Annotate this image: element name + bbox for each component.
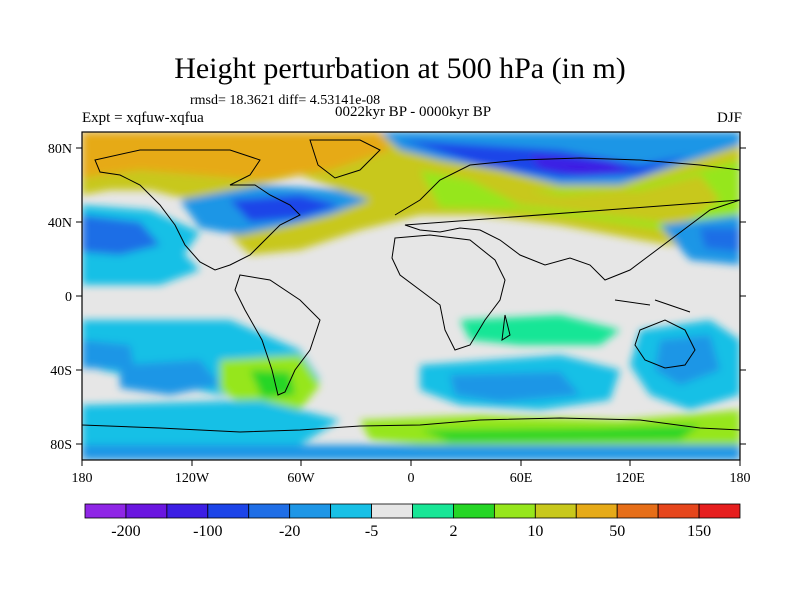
colorbar-label: 2: [449, 523, 457, 540]
lat-axis: 80N 40N 0 40S 80S: [48, 142, 746, 453]
colorbar-swatch: [698, 503, 741, 519]
colorbar-swatch: [371, 503, 413, 519]
colorbar-swatch: [616, 503, 659, 519]
lon-label-60w: 60W: [287, 471, 315, 486]
period-label: 0022kyr BP - 0000kyr BP: [334, 104, 492, 120]
colorbar-swatch: [125, 503, 168, 519]
season-label: DJF: [716, 110, 742, 126]
colorbar-label: -5: [365, 523, 378, 540]
lat-label-80s: 80S: [50, 438, 72, 453]
coast-madagascar: [501, 314, 511, 341]
lon-label-180w: 180: [72, 471, 93, 486]
coast-south-america: [234, 274, 321, 396]
colorbar-swatch: [289, 503, 332, 519]
colorbar-swatch: [330, 503, 372, 519]
lat-label-0: 0: [65, 290, 72, 305]
experiment-label: Expt = xqfuw-xqfua: [82, 110, 204, 126]
lon-label-120e: 120E: [615, 471, 645, 486]
coast-greenland: [309, 139, 381, 179]
lon-label-180e: 180: [730, 471, 751, 486]
colorbar-label: 150: [687, 523, 711, 540]
colorbar-swatch: [575, 503, 618, 519]
colorbar-label: -200: [111, 523, 140, 540]
colorbar-swatch: [412, 503, 454, 519]
coast-north-america: [94, 149, 301, 271]
colorbar-swatch: [207, 503, 250, 519]
plot-title: Height perturbation at 500 hPa (in m): [174, 52, 626, 85]
colorbar: -200 -100 -20 -5 2 10 50 150: [84, 503, 741, 540]
colorbar-label: -100: [193, 523, 222, 540]
colorbar-swatch: [166, 503, 209, 519]
coastlines: [82, 139, 740, 433]
colorbar-swatch: [84, 503, 127, 519]
lon-label-0: 0: [408, 471, 415, 486]
colorbar-swatch: [453, 503, 495, 519]
lon-axis: 180 120W 60W 0 60E 120E 180: [72, 460, 751, 486]
colorbar-swatch: [248, 503, 291, 519]
lat-label-40s: 40S: [50, 364, 72, 379]
lat-label-80n: 80N: [48, 142, 72, 157]
lon-label-120w: 120W: [175, 471, 210, 486]
coast-australia: [634, 319, 696, 369]
lat-label-40n: 40N: [48, 216, 72, 231]
lon-label-60e: 60E: [510, 471, 533, 486]
coast-indonesia: [614, 299, 691, 313]
colorbar-swatch: [534, 503, 577, 519]
coast-eurasia: [394, 157, 740, 281]
stats-label: rmsd= 18.3621 diff= 4.53141e-08: [190, 93, 381, 108]
colorbar-label: -20: [279, 523, 300, 540]
colorbar-label: 10: [527, 523, 543, 540]
colorbar-swatch: [493, 503, 536, 519]
contour-field: [82, 132, 740, 460]
colorbar-swatch: [657, 503, 700, 519]
colorbar-label: 50: [609, 523, 625, 540]
coast-africa: [391, 234, 506, 351]
coast-antarctica: [82, 417, 740, 433]
